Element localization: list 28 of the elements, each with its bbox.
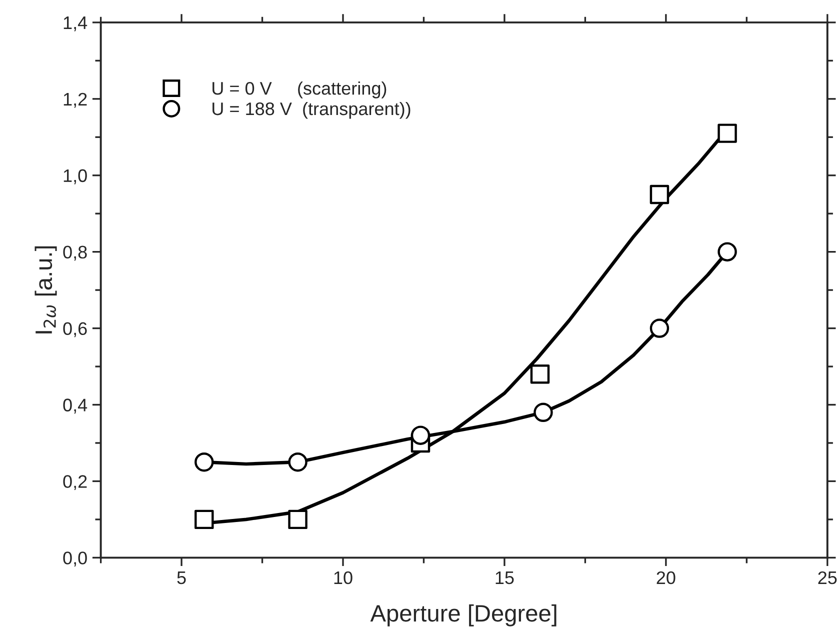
y-tick-label: 0,2 bbox=[63, 475, 87, 490]
y-tick-label: 1,0 bbox=[64, 169, 87, 184]
y-tick-label: 1,2 bbox=[64, 92, 87, 108]
point bbox=[530, 364, 550, 384]
x-tick-label: 15 bbox=[496, 572, 514, 584]
point bbox=[288, 510, 308, 530]
x-tick-label: 5 bbox=[177, 572, 186, 584]
point bbox=[650, 184, 670, 204]
y-tick-label: 1,4 bbox=[64, 16, 88, 32]
point bbox=[718, 242, 737, 262]
point bbox=[410, 426, 430, 445]
y-tick-label: 0,8 bbox=[63, 246, 87, 261]
point bbox=[194, 510, 214, 530]
point bbox=[650, 318, 670, 338]
y-tick-label: 0,0 bbox=[63, 552, 87, 567]
point bbox=[194, 452, 214, 472]
x-tick-label: 20 bbox=[656, 571, 676, 584]
y-tick-label: 0,4 bbox=[63, 398, 88, 414]
y-tick-label: 0,6 bbox=[63, 322, 87, 338]
legend-label: U = 0 V (scattering) bbox=[212, 82, 386, 98]
x-tick-label: 25 bbox=[818, 571, 837, 584]
legend-label: U = 188 V (transparent)) bbox=[212, 102, 410, 119]
y-axis-title: I$_{2ω}$ [a.u.] bbox=[34, 246, 57, 334]
point bbox=[534, 402, 553, 422]
x-axis-title: Aperture [Degree] bbox=[370, 604, 556, 626]
point bbox=[288, 452, 308, 472]
point bbox=[718, 124, 737, 143]
x-tick-label: 10 bbox=[334, 571, 352, 584]
